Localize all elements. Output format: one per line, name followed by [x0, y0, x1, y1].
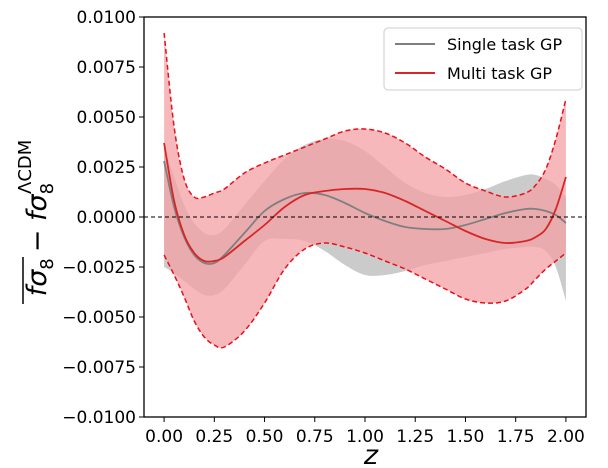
band-edge-lower-multi-task — [163, 242, 567, 349]
legend-label-single-task: Single task GP — [447, 35, 562, 54]
x-tick-label: 0.50 — [246, 427, 284, 447]
band-edge-upper-multi-task — [163, 32, 567, 200]
y-axis-label-minus: − fσ — [22, 194, 53, 253]
svg-text:fσ8− fσ8ΛCDM: fσ8− fσ8ΛCDM — [15, 140, 58, 297]
y-axis-label-main: fσ — [22, 269, 53, 297]
x-tick-label: 1.75 — [497, 427, 535, 447]
mean-lines — [163, 142, 567, 265]
y-axis-label: fσ8− fσ8ΛCDM — [15, 140, 58, 304]
y-tick-label: −0.0075 — [62, 358, 136, 378]
y-axis-label-ref-sup: ΛCDM — [15, 140, 36, 194]
x-axis-ticks: 0.00 0.25 0.50 0.75 1.00 1.25 1.50 1.75 2.00 — [145, 417, 585, 447]
y-tick-label: 0.0100 — [77, 8, 136, 28]
x-tick-label: 1.00 — [346, 427, 384, 447]
x-tick-label: 1.25 — [396, 427, 434, 447]
confidence-bands — [163, 32, 567, 349]
y-axis-ticks: −0.0100 −0.0075 −0.0050 −0.0025 0.0000 0.0025… — [62, 8, 144, 428]
y-axis-label-ref-sub: 8 — [37, 183, 58, 194]
y-tick-label: 0.0000 — [77, 208, 136, 228]
legend-label-multi-task: Multi task GP — [447, 64, 552, 83]
y-tick-label: 0.0075 — [77, 58, 136, 78]
y-axis-label-main-sub: 8 — [37, 258, 58, 269]
x-tick-label: 0.25 — [195, 427, 233, 447]
x-axis-label: z — [363, 440, 379, 468]
y-tick-label: 0.0025 — [77, 158, 136, 178]
x-tick-label: 2.00 — [547, 427, 585, 447]
mean-line-multi-task — [163, 142, 567, 263]
y-tick-label: 0.0050 — [77, 108, 136, 128]
mean-line-single-task — [163, 160, 567, 265]
band-multi-task — [164, 33, 566, 348]
x-tick-label: 0.00 — [145, 427, 183, 447]
y-tick-label: −0.0025 — [62, 258, 136, 278]
legend: Single task GP Multi task GP — [383, 27, 583, 91]
x-tick-label: 1.50 — [447, 427, 485, 447]
y-tick-label: −0.0100 — [62, 408, 136, 428]
y-tick-label: −0.0050 — [62, 308, 136, 328]
x-tick-label: 0.75 — [296, 427, 334, 447]
